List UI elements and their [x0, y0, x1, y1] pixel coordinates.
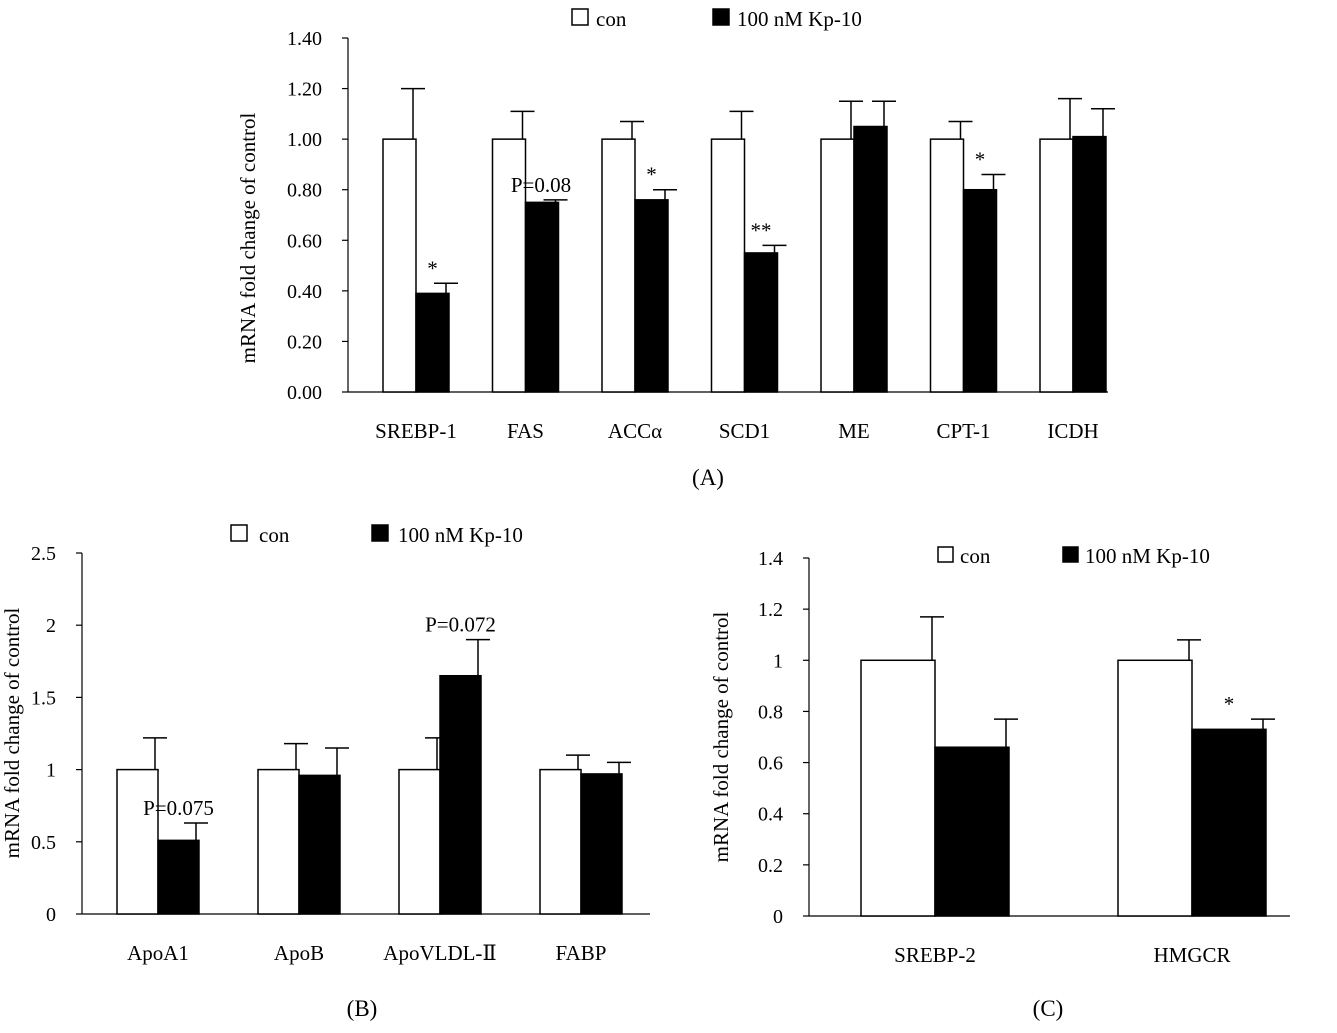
- con-bar-3: [601, 138, 636, 393]
- con-bar-7: [1039, 138, 1074, 393]
- category-label: ICDH: [1047, 419, 1098, 443]
- con-bar-2: [1117, 659, 1193, 917]
- panel-label: (A): [692, 465, 724, 490]
- category-label: ApoVLDL-Ⅱ: [383, 941, 496, 965]
- y-tick-label: 1: [46, 760, 56, 782]
- con-bar-1: [860, 659, 936, 917]
- y-tick-label: 1.4: [758, 548, 783, 570]
- con-bar-3: [398, 768, 441, 915]
- y-axis-label: mRNA fold change of control: [236, 112, 260, 363]
- y-tick-label: 2.5: [31, 543, 56, 565]
- y-tick-label: 0.5: [31, 832, 56, 854]
- legend-swatch-con: [937, 546, 954, 563]
- y-tick-label: 1.40: [287, 28, 322, 50]
- y-tick-label: 1.5: [31, 687, 56, 709]
- significance-annotation: **: [751, 218, 772, 242]
- con-bar-4: [710, 138, 746, 393]
- y-tick-label: 2: [46, 615, 56, 637]
- significance-annotation: *: [1224, 692, 1235, 716]
- significance-annotation: *: [646, 163, 657, 187]
- chart-panel-1: 0.00 0.20 0.40 0.60 0.80 1.00 1.20 1.40 mRNA fol…: [236, 7, 1115, 490]
- con-bar-1: [382, 138, 417, 393]
- category-label: ACCα: [608, 419, 662, 443]
- kp10-bar-2: [298, 774, 341, 915]
- y-tick-label: 0.2: [758, 855, 783, 877]
- category-label: ApoB: [274, 941, 324, 965]
- legend-swatch-kp10: [1062, 546, 1079, 563]
- kp10-bar-5: [853, 125, 888, 393]
- kp10-bar-6: [962, 188, 998, 393]
- y-tick-label: 0.4: [758, 804, 783, 826]
- legend-label: con: [259, 523, 290, 547]
- y-tick-label: 1.00: [287, 129, 322, 151]
- kp10-bar-2: [524, 201, 560, 393]
- y-tick-label: 0: [773, 906, 783, 928]
- y-tick-label: 1: [773, 650, 783, 672]
- con-bar-4: [539, 768, 582, 915]
- kp10-bar-1: [415, 292, 450, 393]
- category-label: HMGCR: [1153, 943, 1230, 967]
- kp10-bar-4: [743, 252, 779, 393]
- panel-label: (B): [347, 996, 378, 1021]
- category-label: FABP: [556, 941, 607, 965]
- kp10-bar-7: [1072, 135, 1107, 393]
- significance-annotation: P=0.072: [425, 613, 496, 637]
- kp10-bar-1: [934, 746, 1010, 917]
- chart-panel-2: 0 0.5 1 1.5 2 2.5 mRNA fold change of control A…: [0, 523, 650, 1021]
- con-bar-5: [820, 138, 855, 393]
- y-tick-label: 0.40: [287, 281, 322, 303]
- y-tick-label: 0.00: [287, 382, 322, 404]
- chart-panel-3: 0 0.2 0.4 0.6 0.8 1 1.2 1.4 mRNA fold change of …: [709, 544, 1290, 1021]
- kp10-bar-4: [580, 773, 623, 915]
- category-label: FAS: [507, 419, 544, 443]
- kp10-bar-2: [1191, 728, 1267, 917]
- category-label: ApoA1: [127, 941, 189, 965]
- y-tick-label: 1.2: [758, 599, 783, 621]
- legend-label: 100 nM Kp-10: [398, 523, 523, 547]
- con-bar-1: [116, 768, 159, 915]
- y-axis-label: mRNA fold change of control: [709, 611, 733, 862]
- category-label: SREBP-2: [894, 943, 976, 967]
- significance-annotation: P=0.08: [511, 173, 571, 197]
- category-label: SCD1: [719, 419, 770, 443]
- y-tick-label: 0.20: [287, 331, 322, 353]
- y-tick-label: 0.80: [287, 180, 322, 202]
- y-tick-label: 0.6: [758, 753, 783, 775]
- legend-label: 100 nM Kp-10: [737, 7, 862, 31]
- significance-annotation: *: [427, 256, 438, 280]
- kp10-bar-3: [634, 199, 669, 393]
- legend-swatch-kp10: [712, 8, 730, 26]
- legend-label: 100 nM Kp-10: [1085, 544, 1210, 568]
- legend-label: con: [960, 544, 991, 568]
- category-label: SREBP-1: [375, 419, 457, 443]
- category-label: CPT-1: [936, 419, 990, 443]
- legend-label: con: [596, 7, 627, 31]
- con-bar-2: [257, 768, 300, 915]
- legend-swatch-con: [230, 524, 248, 542]
- legend-swatch-kp10: [371, 524, 389, 542]
- panel-label: (C): [1033, 996, 1064, 1021]
- con-bar-6: [929, 138, 965, 393]
- y-axis-label: mRNA fold change of control: [0, 607, 24, 858]
- category-label: ME: [838, 419, 870, 443]
- kp10-bar-3: [439, 674, 482, 915]
- y-tick-label: 1.20: [287, 79, 322, 101]
- y-tick-label: 0.8: [758, 701, 783, 723]
- significance-annotation: *: [975, 148, 986, 172]
- significance-annotation: P=0.075: [143, 796, 214, 820]
- kp10-bar-1: [157, 839, 200, 915]
- y-tick-label: 0: [46, 904, 56, 926]
- legend-swatch-con: [571, 8, 589, 26]
- y-tick-label: 0.60: [287, 230, 322, 252]
